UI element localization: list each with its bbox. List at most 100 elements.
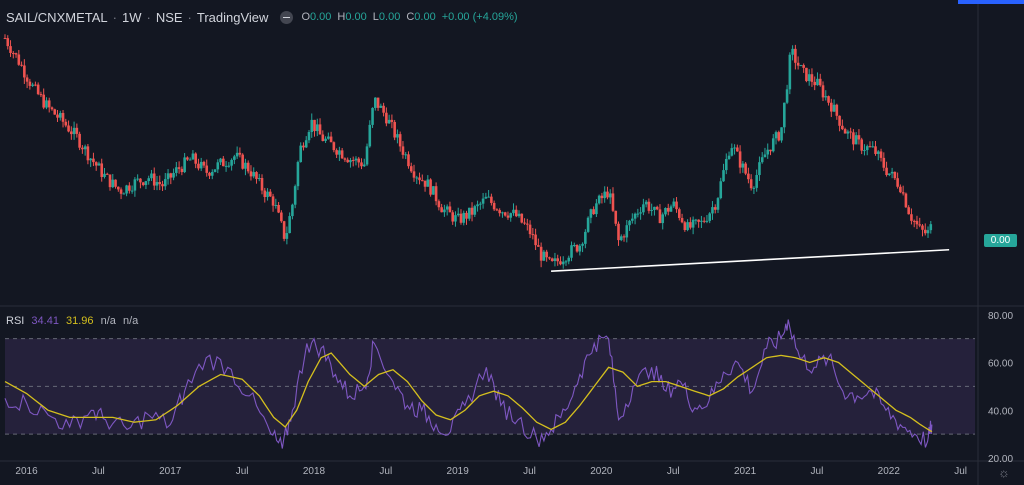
candle-body — [365, 146, 369, 165]
candle-body — [923, 229, 927, 234]
candle-body — [304, 140, 308, 148]
candle-body — [501, 212, 504, 214]
symbol-label[interactable]: SAIL/CNXMETAL — [6, 9, 108, 25]
candle-body — [23, 65, 26, 78]
candle-body — [758, 162, 761, 176]
candle-body — [664, 207, 667, 215]
candle-body — [75, 127, 79, 134]
candle-body — [268, 191, 272, 197]
candle-body — [64, 121, 68, 126]
candle-body — [20, 64, 23, 66]
candle-body — [376, 97, 380, 108]
candle-body — [686, 222, 689, 231]
candle-body — [807, 74, 811, 82]
candle-body — [177, 167, 181, 169]
rsi-line — [4, 319, 933, 449]
candle-body — [666, 207, 670, 212]
interval-label[interactable]: 1W — [121, 9, 142, 25]
candle-body — [17, 54, 21, 65]
candle-body — [340, 150, 344, 159]
candle-body — [918, 224, 922, 226]
candle-body — [749, 179, 753, 189]
candle-body — [97, 163, 101, 166]
candle-body — [409, 166, 413, 172]
candle-body — [534, 234, 537, 246]
candle-body — [705, 220, 709, 222]
rsi-name[interactable]: RSI — [6, 315, 25, 327]
candle-body — [550, 258, 554, 261]
x-tick-label: Jul — [523, 466, 536, 477]
candle-body — [854, 135, 858, 145]
candle-body — [852, 132, 855, 145]
candle-body — [407, 154, 410, 167]
candle-body — [716, 198, 720, 210]
candle-body — [730, 148, 734, 156]
candle-body — [592, 209, 595, 215]
candle-body — [277, 204, 280, 213]
candle-body — [926, 230, 930, 234]
candle-body — [141, 182, 145, 186]
candle-body — [570, 245, 573, 258]
x-tick-label: Jul — [379, 466, 392, 477]
candle-body — [415, 177, 419, 179]
candle-body — [451, 212, 454, 222]
candle-body — [843, 129, 847, 134]
candle-body — [161, 184, 164, 187]
settings-icon[interactable]: ☼ — [998, 465, 1010, 480]
candle-body — [213, 169, 217, 172]
candle-body — [398, 134, 402, 147]
candle-body — [434, 186, 438, 202]
candle-body — [420, 180, 424, 182]
candle-body — [896, 178, 899, 187]
ohlc-values: O0.00 H0.00 L0.00 C0.00 +0.00 (+4.09%) — [301, 11, 517, 23]
rsi-legend: RSI 34.41 31.96 n/a n/a — [6, 315, 142, 327]
candle-body — [595, 203, 598, 215]
candle-body — [528, 224, 532, 235]
exchange-label: NSE — [155, 9, 183, 25]
candle-body — [879, 151, 883, 158]
candle-body — [354, 158, 358, 161]
candle-body — [802, 65, 805, 68]
candle-body — [470, 207, 474, 215]
candle-body — [100, 163, 104, 177]
hide-icon[interactable] — [280, 10, 294, 24]
candle-body — [28, 81, 32, 86]
candle-body — [838, 115, 841, 126]
candle-body — [780, 127, 783, 141]
candle-body — [473, 206, 477, 215]
candle-body — [327, 136, 330, 139]
x-tick-label: 2018 — [303, 466, 326, 477]
candle-body — [302, 145, 305, 148]
candle-body — [440, 207, 443, 213]
ohlc-close: C0.00 — [406, 11, 436, 23]
candle-body — [788, 54, 792, 90]
ohlc-change: +0.00 (+4.09%) — [441, 11, 518, 23]
candle-body — [567, 257, 571, 262]
candle-body — [216, 162, 220, 170]
candle-body — [498, 210, 501, 214]
candle-body — [332, 142, 336, 151]
candle-body — [631, 218, 634, 221]
candle-body — [222, 158, 225, 167]
candle-body — [622, 236, 626, 238]
candle-body — [448, 206, 452, 213]
candle-body — [72, 127, 76, 135]
candle-body — [105, 173, 109, 175]
candle-body — [432, 186, 435, 195]
rsi-y-tick-label: 20.00 — [988, 454, 1013, 465]
x-tick-label: Jul — [667, 466, 680, 477]
candle-body — [158, 182, 162, 185]
x-tick-label: 2016 — [15, 466, 38, 477]
candle-body — [291, 204, 294, 217]
candle-body — [865, 146, 869, 151]
candle-body — [774, 132, 778, 139]
support-trendline[interactable] — [551, 248, 950, 272]
candle-body — [83, 146, 87, 150]
candle-body — [907, 207, 910, 215]
x-tick-label: 2022 — [878, 466, 901, 477]
candle-body — [53, 109, 57, 115]
toolbar-accent-strip — [958, 0, 1024, 4]
candle-body — [893, 171, 897, 179]
candle-body — [597, 195, 601, 204]
